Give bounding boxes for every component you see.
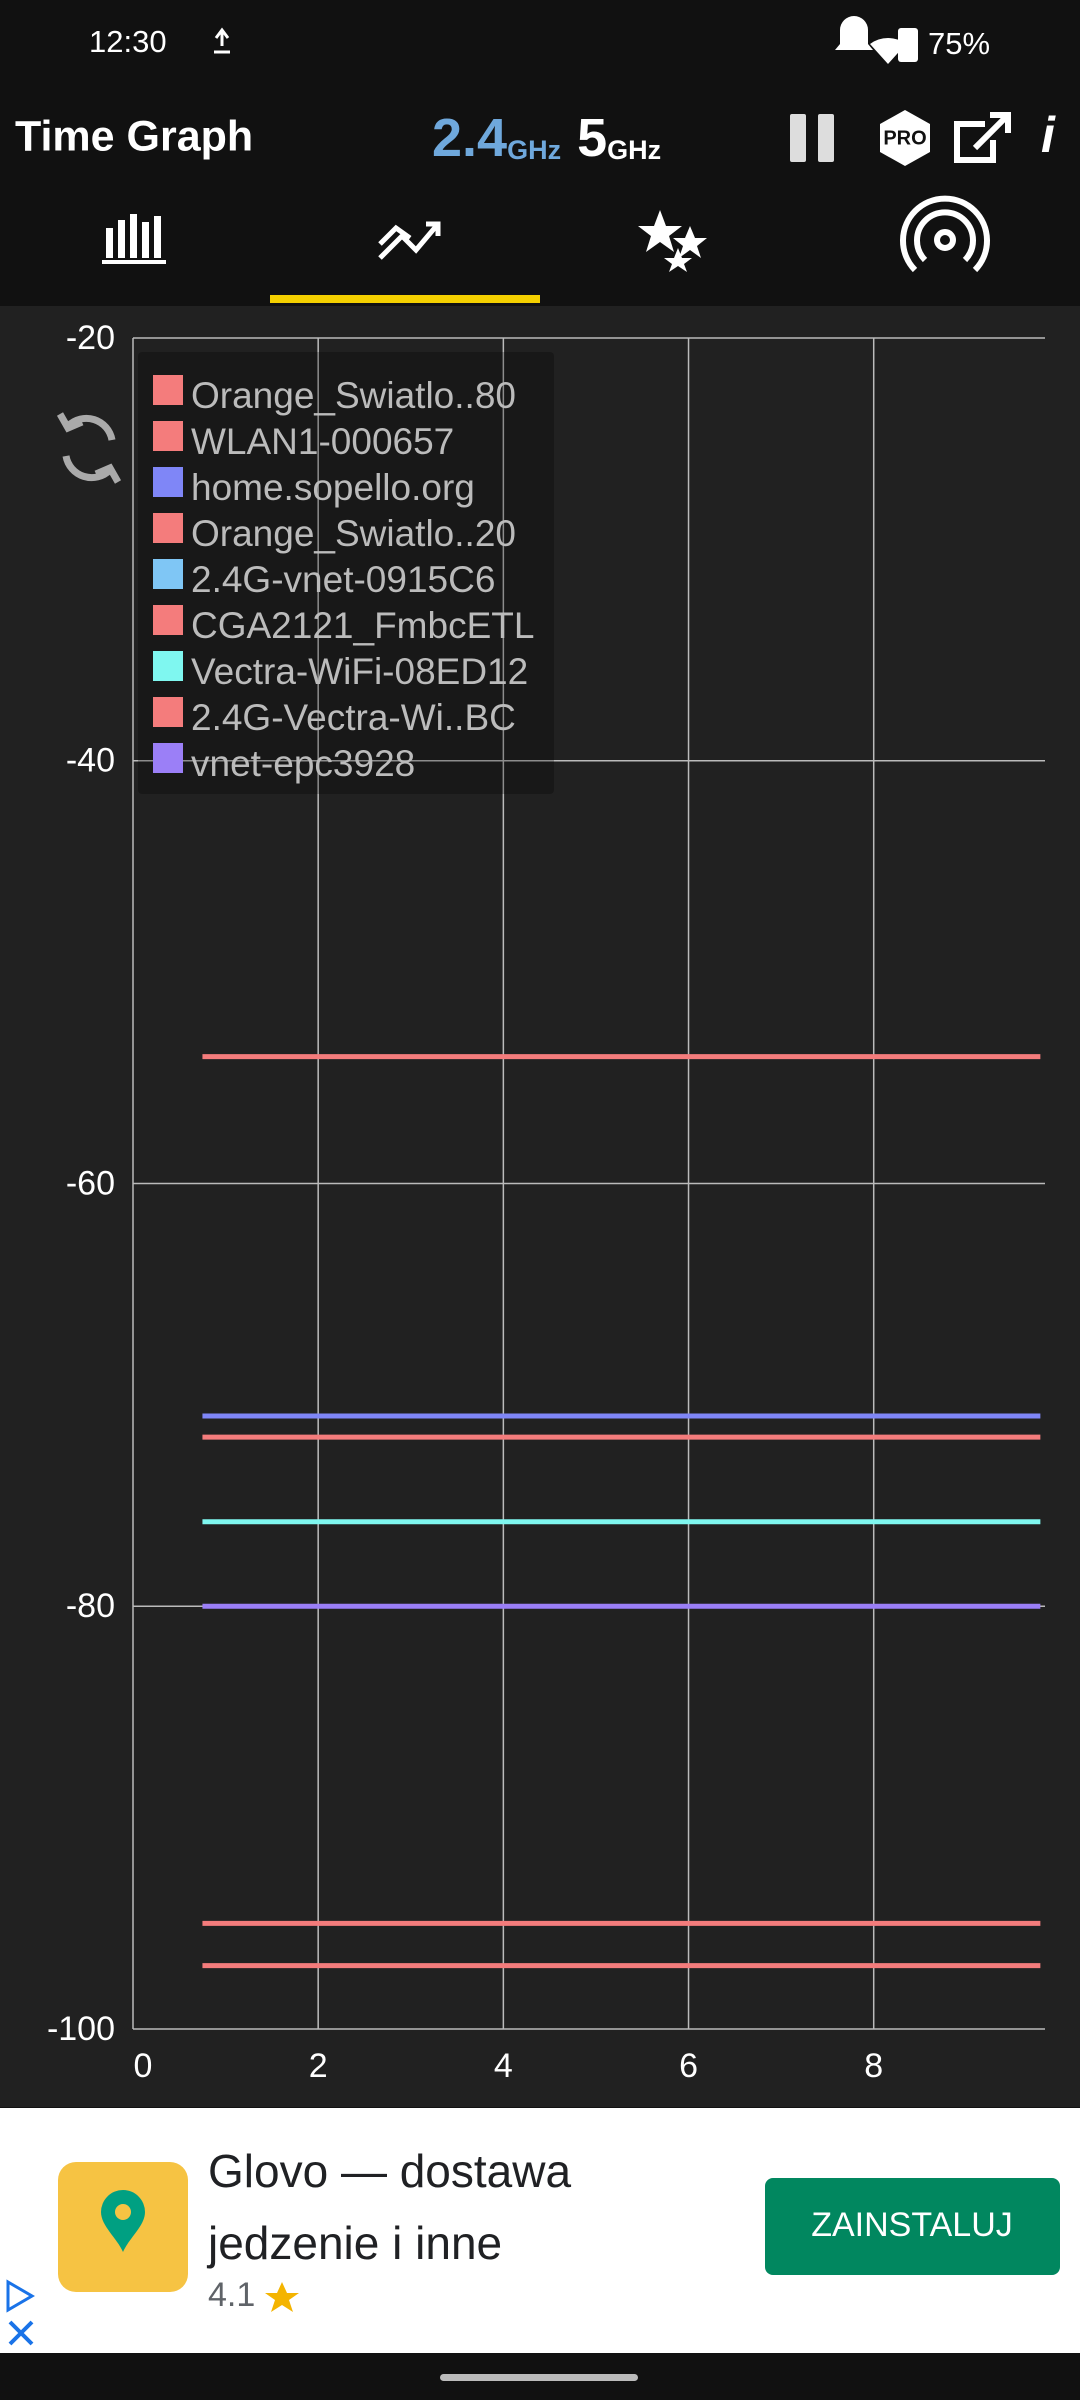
legend-label: Orange_Swiatlo..20 bbox=[191, 513, 516, 554]
legend-swatch bbox=[153, 421, 183, 451]
legend-swatch bbox=[153, 513, 183, 543]
x-tick-label: 0 bbox=[134, 2047, 153, 2085]
legend-label: Orange_Swiatlo..80 bbox=[191, 375, 516, 416]
pro-badge[interactable]: PRO bbox=[883, 127, 926, 149]
legend-label: Vectra-WiFi-08ED12 bbox=[191, 651, 528, 692]
legend-label: 2.4G-Vectra-Wi..BC bbox=[191, 697, 516, 738]
legend-label: CGA2121_FmbcETL bbox=[191, 605, 534, 646]
status-time: 12:30 bbox=[89, 24, 167, 59]
band-24-unit: GHz bbox=[507, 135, 561, 165]
ad-star bbox=[265, 2282, 299, 2312]
info-button[interactable]: i bbox=[1041, 107, 1056, 163]
upload-icon bbox=[214, 27, 230, 54]
band-5[interactable]: 5 bbox=[577, 108, 607, 168]
export-button[interactable] bbox=[954, 112, 1011, 163]
band-24[interactable]: 2.4 bbox=[432, 108, 507, 168]
y-tick-label: -60 bbox=[66, 1164, 115, 1202]
ad-app-glyph bbox=[101, 2190, 145, 2252]
ad-close-icon[interactable] bbox=[8, 2320, 34, 2346]
x-tick-label: 6 bbox=[679, 2047, 698, 2085]
legend-swatch bbox=[153, 651, 183, 681]
ad-app-glyph-dot bbox=[115, 2204, 131, 2220]
refresh-button[interactable] bbox=[56, 412, 122, 484]
x-tick-label: 4 bbox=[494, 2047, 513, 2085]
x-tick-label: 2 bbox=[309, 2047, 328, 2085]
legend-swatch bbox=[153, 697, 183, 727]
legend-swatch bbox=[153, 743, 183, 773]
y-tick-label: -40 bbox=[66, 742, 115, 780]
legend-swatch bbox=[153, 375, 183, 405]
chart: -100 -80 -60 -40 -20 0 2 4 6 8 Orange_Swiatlo..80 W… bbox=[47, 319, 1045, 2085]
legend-label: home.sopello.org bbox=[191, 467, 475, 508]
wifi-icon bbox=[870, 38, 906, 64]
bell-off-icon bbox=[835, 16, 873, 50]
legend-swatch bbox=[153, 605, 183, 635]
tab-time-graph[interactable] bbox=[378, 221, 441, 260]
ad-choices-icon[interactable] bbox=[6, 2279, 35, 2313]
tab-ratings[interactable] bbox=[638, 210, 707, 272]
y-tick-label: -20 bbox=[66, 319, 115, 357]
battery-icon bbox=[898, 28, 918, 62]
band-5-unit: GHz bbox=[607, 135, 661, 165]
y-tick-label: -100 bbox=[47, 2010, 115, 2048]
tab-channel[interactable] bbox=[900, 195, 990, 273]
pause-button[interactable] bbox=[790, 114, 834, 162]
legend-swatch bbox=[153, 559, 183, 589]
legend-label: vnet-epc3928 bbox=[191, 743, 415, 784]
y-tick-label: -80 bbox=[66, 1587, 115, 1625]
x-tick-label: 8 bbox=[864, 2047, 883, 2085]
band-selector[interactable]: 2.4GHz 5GHz bbox=[432, 108, 661, 168]
status-battery: 75% bbox=[928, 26, 990, 61]
home-indicator[interactable] bbox=[440, 2374, 638, 2381]
ad-install-label[interactable]: ZAINSTALUJ bbox=[811, 2206, 1013, 2244]
legend-label: WLAN1-000657 bbox=[191, 421, 454, 462]
ad-title[interactable]: Glovo — dostawa jedzenie i inne bbox=[208, 2145, 572, 2269]
tab-bars[interactable] bbox=[102, 214, 166, 264]
pro-badge-bg[interactable] bbox=[880, 110, 930, 166]
tab-indicator bbox=[270, 295, 540, 303]
screen-title: Time Graph bbox=[15, 112, 253, 160]
legend-label: 2.4G-vnet-0915C6 bbox=[191, 559, 495, 600]
ad-rating: 4.1 bbox=[208, 2276, 255, 2314]
legend-swatch bbox=[153, 467, 183, 497]
ad-install-button[interactable] bbox=[765, 2178, 1060, 2275]
legend-box bbox=[138, 352, 554, 794]
